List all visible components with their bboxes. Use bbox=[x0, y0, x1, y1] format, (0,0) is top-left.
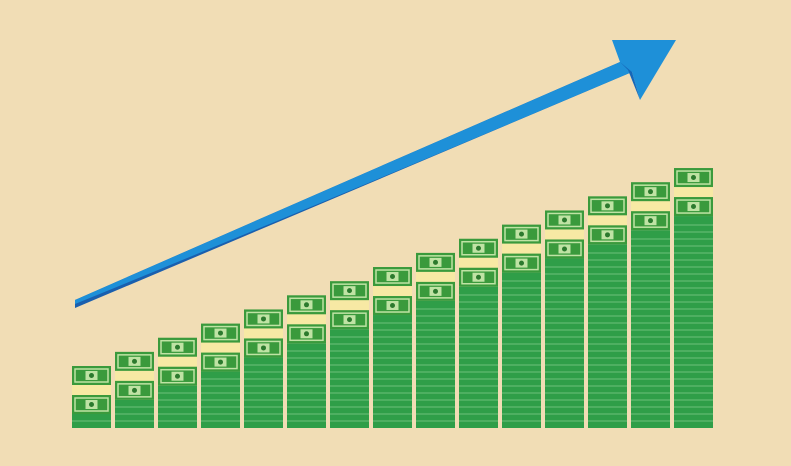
band bbox=[244, 327, 283, 340]
bill-border bbox=[633, 184, 668, 199]
bill-border bbox=[676, 170, 711, 185]
bill-seal bbox=[218, 330, 223, 336]
bill-seal bbox=[691, 175, 696, 181]
band bbox=[373, 285, 412, 298]
band bbox=[287, 313, 326, 326]
band bbox=[330, 299, 369, 312]
bill-seal bbox=[519, 231, 524, 237]
money-stacks bbox=[72, 168, 713, 428]
bill-seal bbox=[648, 189, 653, 195]
bill-seal bbox=[175, 344, 180, 350]
bill-border bbox=[246, 340, 281, 356]
stack-block bbox=[545, 258, 584, 428]
bill-seal bbox=[347, 288, 352, 294]
bill-border bbox=[375, 269, 410, 284]
bill-seal bbox=[562, 246, 567, 252]
band bbox=[674, 186, 713, 199]
bill-seal bbox=[261, 345, 266, 351]
bill-border bbox=[117, 354, 152, 369]
bill-seal bbox=[390, 274, 395, 280]
bill-seal bbox=[519, 260, 524, 266]
band bbox=[631, 200, 670, 213]
bill-border bbox=[504, 226, 539, 242]
bill-seal bbox=[132, 358, 137, 364]
bill-border bbox=[461, 240, 496, 256]
band bbox=[416, 270, 455, 283]
bill-seal bbox=[605, 232, 610, 238]
bill-seal bbox=[476, 274, 481, 280]
bill-border bbox=[590, 198, 625, 214]
bill-border bbox=[461, 269, 496, 285]
growth-arrow bbox=[75, 40, 676, 308]
stack-block bbox=[502, 272, 541, 428]
bill-border bbox=[633, 213, 668, 228]
bill-border bbox=[504, 255, 539, 271]
band bbox=[201, 341, 240, 354]
bill-border bbox=[676, 199, 711, 214]
band bbox=[158, 355, 197, 368]
band bbox=[502, 242, 541, 255]
stack-block bbox=[674, 216, 713, 428]
bill-seal bbox=[562, 217, 567, 223]
bill-border bbox=[74, 397, 109, 412]
bill-border bbox=[547, 241, 582, 257]
bill-border bbox=[203, 354, 238, 370]
stack-block bbox=[631, 230, 670, 428]
bill-seal bbox=[433, 259, 438, 265]
bill-border bbox=[289, 326, 324, 342]
bill-seal bbox=[347, 317, 352, 323]
bill-seal bbox=[390, 303, 395, 309]
bill-seal bbox=[691, 204, 696, 210]
bill-seal bbox=[648, 218, 653, 224]
stack-block bbox=[588, 244, 627, 428]
bill-border bbox=[160, 339, 195, 355]
bill-border bbox=[117, 383, 152, 398]
bill-seal bbox=[476, 245, 481, 251]
bill-seal bbox=[132, 387, 137, 393]
band bbox=[459, 256, 498, 269]
bill-border bbox=[418, 284, 453, 299]
bill-seal bbox=[433, 288, 438, 294]
bill-border bbox=[160, 368, 195, 384]
bill-seal bbox=[218, 359, 223, 365]
bill-border bbox=[332, 283, 367, 298]
bill-seal bbox=[89, 402, 94, 407]
stack-block bbox=[416, 300, 455, 428]
bill-border bbox=[246, 311, 281, 327]
bill-border bbox=[332, 312, 367, 327]
bill-border bbox=[590, 227, 625, 243]
bill-seal bbox=[304, 331, 309, 337]
bill-seal bbox=[175, 373, 180, 379]
bill-border bbox=[375, 298, 410, 313]
band bbox=[115, 369, 154, 382]
band bbox=[72, 384, 111, 396]
bill-border bbox=[418, 255, 453, 270]
arrow-body bbox=[75, 40, 676, 304]
bill-seal bbox=[89, 373, 94, 378]
bill-border bbox=[74, 368, 109, 383]
stack-block bbox=[459, 286, 498, 428]
bill-seal bbox=[605, 203, 610, 209]
bill-seal bbox=[261, 316, 266, 322]
band bbox=[545, 228, 584, 241]
band bbox=[588, 214, 627, 227]
bill-border bbox=[547, 212, 582, 228]
bill-border bbox=[289, 297, 324, 313]
bill-border bbox=[203, 325, 238, 341]
bill-seal bbox=[304, 302, 309, 308]
